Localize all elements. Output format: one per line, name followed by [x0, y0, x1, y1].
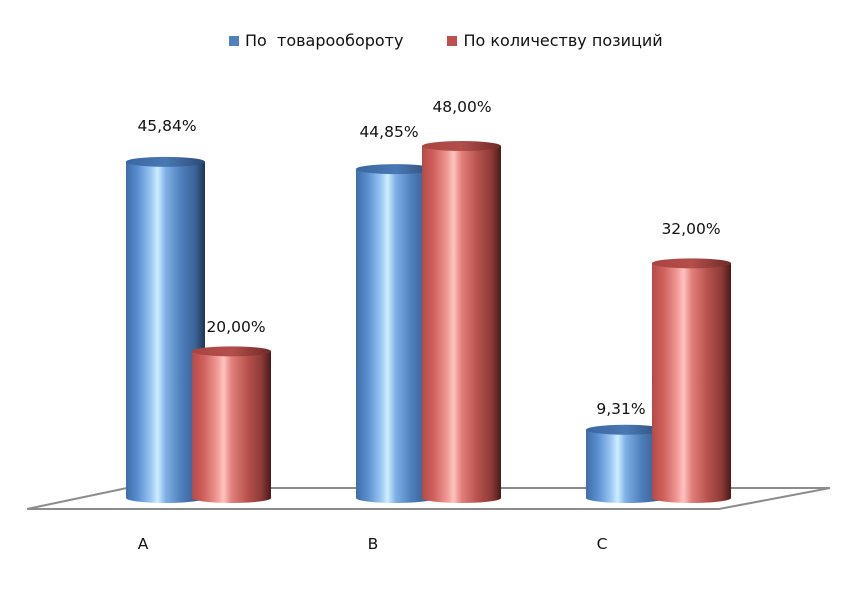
data-label-b-turnover: 44,85% — [359, 123, 419, 141]
legend: По товарообороту По количеству позиций — [229, 31, 663, 50]
bar-a-turnover — [126, 156, 205, 503]
data-label-c-positions: 32,00% — [661, 220, 721, 238]
legend-item-positions: По количеству позиций — [447, 31, 663, 50]
legend-label: По товарообороту — [245, 31, 404, 50]
legend-swatch-red — [447, 35, 458, 46]
bars-group — [126, 141, 731, 503]
bar-c-positions — [652, 258, 731, 503]
data-label-a-turnover: 45,84% — [137, 117, 197, 135]
bar-b-turnover — [356, 164, 435, 503]
category-label-a: A — [137, 535, 149, 553]
data-label-a-positions: 20,00% — [206, 318, 266, 336]
bar-c-turnover — [586, 424, 665, 503]
category-label-b: B — [367, 535, 379, 553]
data-label-c-turnover: 9,31% — [596, 400, 646, 418]
category-label-c: C — [596, 535, 608, 553]
legend-swatch-blue — [229, 35, 239, 46]
legend-item-turnover: По товарообороту — [229, 31, 403, 50]
legend-label: По количеству позиций — [463, 31, 663, 50]
bar-a-positions — [192, 346, 271, 503]
bar-b-positions — [422, 141, 501, 503]
data-label-b-positions: 48,00% — [432, 98, 492, 116]
